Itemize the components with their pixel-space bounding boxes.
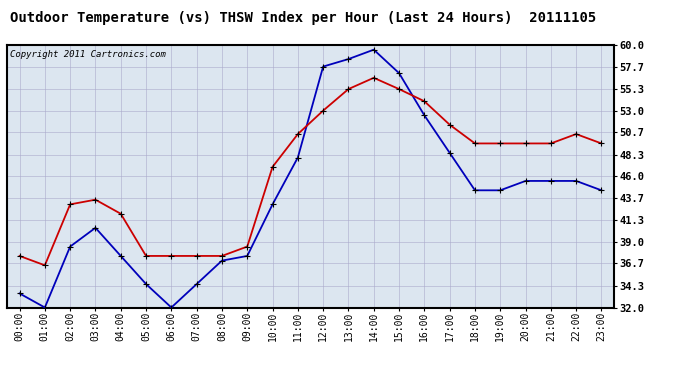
Text: Copyright 2011 Cartronics.com: Copyright 2011 Cartronics.com <box>10 50 166 59</box>
Text: Outdoor Temperature (vs) THSW Index per Hour (Last 24 Hours)  20111105: Outdoor Temperature (vs) THSW Index per … <box>10 11 597 25</box>
